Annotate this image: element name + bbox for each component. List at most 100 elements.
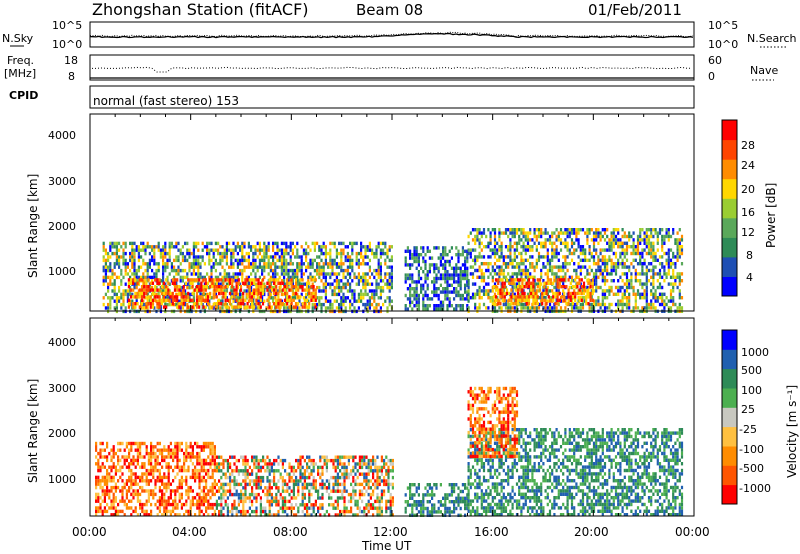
power-cell: [665, 272, 668, 276]
power-cell: [529, 231, 532, 235]
power-cell: [349, 285, 352, 290]
power-cell: [511, 234, 514, 239]
power-cell: [294, 275, 297, 280]
power-cell: [247, 258, 250, 263]
power-cell: [544, 272, 547, 276]
power-cell: [230, 302, 233, 307]
power-cell: [603, 238, 607, 242]
power-cell: [142, 279, 145, 283]
power-cell: [559, 275, 563, 279]
power-cell: [285, 241, 288, 246]
power-cell: [186, 302, 189, 307]
power-cell: [154, 295, 157, 299]
power-cell: [316, 302, 319, 307]
power-cell: [461, 263, 464, 267]
power-cell: [228, 241, 231, 246]
velocity-cell: [253, 458, 256, 463]
power-cell: [188, 255, 191, 259]
power-cell: [158, 288, 161, 292]
power-cell: [102, 265, 105, 269]
power-cell: [641, 296, 644, 300]
power-cell: [180, 291, 183, 296]
velocity-cell: [108, 475, 111, 480]
power-cell: [239, 288, 243, 292]
power-cell: [318, 302, 321, 307]
power-cell: [126, 262, 129, 266]
power-cell: [480, 275, 483, 279]
power-cell: [612, 241, 615, 245]
power-cell: [351, 241, 354, 246]
velocity-cell: [145, 482, 148, 486]
power-cell: [610, 289, 613, 293]
power-cell: [109, 268, 112, 273]
power-cell: [177, 248, 180, 252]
power-cell: [272, 248, 275, 252]
velocity-cell: [198, 496, 201, 500]
power-cell: [654, 306, 657, 310]
power-cell: [606, 306, 609, 310]
velocity-cell: [132, 489, 135, 493]
power-cell: [511, 272, 514, 276]
power-cell: [115, 248, 118, 252]
power-cell: [340, 289, 343, 293]
power-cell: [630, 234, 633, 239]
velocity-cell: [145, 499, 148, 503]
power-cell: [275, 288, 278, 292]
power-cell: [478, 228, 481, 232]
velocity-cell: [97, 458, 100, 463]
power-cell: [109, 241, 112, 246]
power-cell: [204, 278, 207, 282]
power-cell: [143, 295, 146, 299]
power-cell: [142, 248, 145, 252]
power-cell: [480, 279, 483, 283]
power-cell: [158, 281, 161, 285]
power-cell: [482, 279, 486, 283]
power-cell: [478, 302, 481, 307]
power-cell: [564, 279, 567, 283]
power-cell: [658, 268, 662, 273]
power-cell: [107, 282, 110, 286]
power-cell: [527, 278, 531, 282]
power-cell: [357, 279, 360, 283]
power-cell: [492, 302, 495, 306]
power-cell: [127, 298, 130, 302]
power-cell: [428, 263, 431, 267]
power-cell: [226, 305, 229, 309]
power-cell: [333, 285, 336, 290]
velocity-cell: [161, 465, 164, 469]
power-cell: [656, 238, 659, 242]
power-cell: [672, 275, 675, 279]
power-cell: [364, 292, 367, 297]
power-cell: [467, 292, 470, 296]
power-cell: [455, 287, 458, 291]
power-cell: [228, 265, 231, 269]
power-cell: [610, 241, 613, 245]
power-cell: [647, 279, 651, 283]
power-cell: [236, 275, 239, 280]
velocity-cell: [205, 468, 208, 473]
power-cell: [571, 302, 575, 306]
power-cell: [608, 245, 611, 249]
power-cell: [580, 298, 583, 302]
power-cell: [531, 265, 534, 269]
power-cell: [269, 255, 272, 259]
power-cell: [261, 291, 265, 296]
power-cell: [597, 296, 600, 300]
power-cell: [548, 268, 552, 273]
power-cell: [680, 245, 684, 249]
power-cell: [634, 292, 637, 296]
power-cell: [373, 251, 376, 256]
velocity-cell: [207, 472, 210, 476]
power-cell: [518, 272, 521, 276]
power-cell: [478, 292, 481, 296]
velocity-cell: [248, 479, 251, 483]
power-cell: [320, 296, 323, 300]
velocity-cell: [222, 486, 225, 490]
power-cell: [500, 306, 503, 310]
power-cell: [209, 285, 212, 289]
power-cell: [104, 258, 107, 263]
velocity-cell: [130, 468, 133, 473]
power-cell: [232, 251, 235, 256]
power-cell: [290, 285, 293, 289]
power-cell: [254, 306, 257, 310]
